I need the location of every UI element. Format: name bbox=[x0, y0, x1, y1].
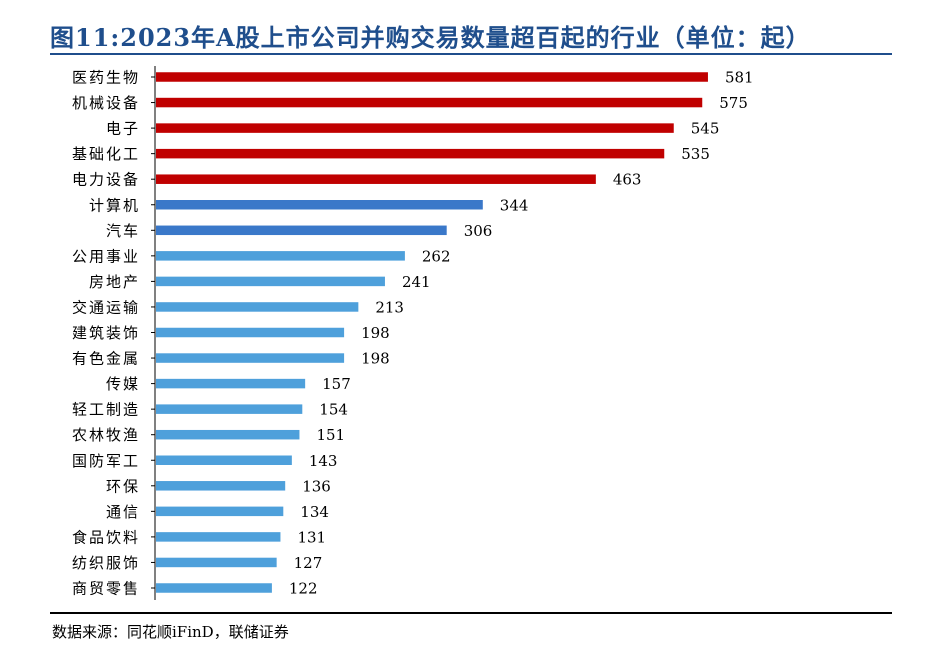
category-label: 电子 bbox=[106, 120, 140, 138]
bar bbox=[156, 378, 306, 389]
category-label: 纺织服饰 bbox=[72, 554, 140, 572]
category-label: 医药生物 bbox=[72, 69, 140, 87]
bar bbox=[156, 148, 665, 159]
source-note: 数据来源：同花顺iFinD，联储证券 bbox=[52, 623, 289, 641]
category-label: 交通运输 bbox=[72, 298, 140, 316]
category-label: 农林牧渔 bbox=[72, 426, 140, 444]
data-label: 306 bbox=[464, 222, 493, 240]
data-label: 136 bbox=[302, 477, 331, 495]
category-label: 有色金属 bbox=[72, 350, 140, 368]
bar bbox=[156, 225, 447, 236]
bar bbox=[156, 251, 405, 261]
bar bbox=[156, 174, 596, 184]
category-label: 商贸零售 bbox=[72, 580, 140, 598]
bar bbox=[156, 481, 286, 491]
category-label: 基础化工 bbox=[72, 145, 140, 163]
title-divider bbox=[50, 53, 892, 55]
footer-divider bbox=[50, 612, 892, 614]
category-label: 公用事业 bbox=[72, 247, 140, 265]
category-label: 汽车 bbox=[106, 222, 140, 240]
data-label: 198 bbox=[361, 324, 390, 342]
bar bbox=[156, 353, 345, 363]
bar bbox=[156, 200, 483, 210]
category-label: 轻工制造 bbox=[72, 401, 140, 419]
bar bbox=[156, 506, 284, 517]
bar bbox=[156, 455, 292, 465]
data-label: 151 bbox=[316, 426, 345, 444]
bar bbox=[156, 302, 359, 312]
bar bbox=[156, 123, 674, 133]
bar bbox=[156, 276, 385, 287]
data-label: 581 bbox=[725, 69, 754, 87]
chart-title: 图11:2023年A股上市公司并购交易数量超百起的行业（单位：起） bbox=[50, 23, 811, 52]
data-label: 262 bbox=[422, 247, 451, 265]
category-label: 电力设备 bbox=[72, 171, 140, 189]
data-label: 198 bbox=[361, 350, 390, 368]
data-label: 344 bbox=[500, 196, 529, 214]
category-label: 环保 bbox=[106, 477, 140, 495]
data-label: 134 bbox=[300, 503, 329, 521]
bars-group: 医药生物 581 机械设备 575 电子 545 基础化工 535 电力设备 463 计算机 344 汽… bbox=[72, 69, 754, 598]
category-label: 通信 bbox=[106, 503, 140, 521]
category-label: 国防军工 bbox=[72, 452, 140, 470]
data-label: 131 bbox=[297, 528, 326, 546]
data-label: 535 bbox=[681, 145, 710, 163]
category-label: 房地产 bbox=[89, 273, 140, 291]
category-label: 机械设备 bbox=[72, 94, 140, 112]
category-label: 传媒 bbox=[106, 375, 140, 393]
bar bbox=[156, 72, 708, 82]
bar bbox=[156, 532, 281, 542]
data-label: 127 bbox=[294, 554, 323, 572]
bar bbox=[156, 327, 345, 338]
category-label: 食品饮料 bbox=[72, 528, 140, 546]
data-label: 143 bbox=[309, 452, 338, 470]
data-label: 241 bbox=[402, 273, 431, 291]
data-label: 122 bbox=[289, 580, 318, 598]
data-label: 545 bbox=[691, 120, 720, 138]
bar bbox=[156, 583, 272, 593]
category-label: 计算机 bbox=[89, 196, 140, 214]
bar bbox=[156, 97, 703, 108]
data-label: 157 bbox=[322, 375, 351, 393]
data-label: 575 bbox=[719, 94, 748, 112]
bar bbox=[156, 429, 300, 440]
category-label: 建筑装饰 bbox=[72, 324, 140, 342]
data-label: 154 bbox=[319, 401, 348, 419]
bar bbox=[156, 404, 303, 414]
data-label: 463 bbox=[613, 171, 642, 189]
data-label: 213 bbox=[375, 298, 404, 316]
bar bbox=[156, 557, 277, 568]
